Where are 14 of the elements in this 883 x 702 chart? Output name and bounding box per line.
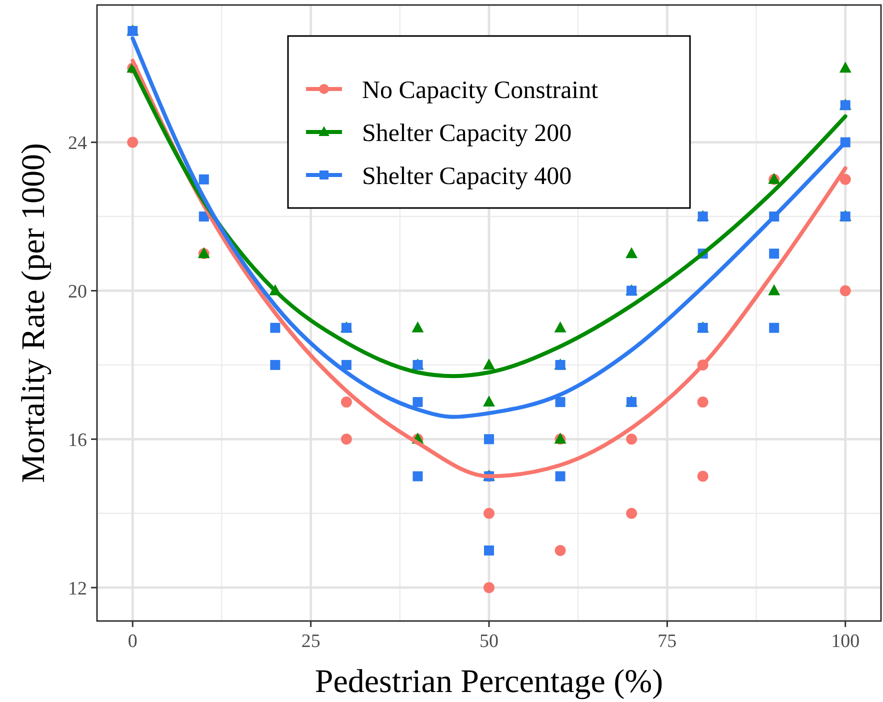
x-tick-label: 0 [128,631,138,652]
y-tick-label: 24 [68,132,88,154]
x-tick-label: 25 [301,631,320,652]
y-tick-label: 12 [68,578,87,600]
y-tick-label: 20 [68,281,87,302]
y-axis-title: Mortality Rate (per 1000) [16,143,52,483]
x-axis-title: Pedestrian Percentage (%) [314,664,664,700]
y-tick-label: 16 [68,430,87,451]
x-tick-label: 50 [480,631,498,652]
legend-label: No Capacity Constraint [362,76,598,104]
x-tick-label: 75 [658,631,677,652]
legend-label: Shelter Capacity 200 [362,120,572,147]
x-tick-label: 100 [831,631,860,652]
legend-label: Shelter Capacity 400 [362,162,572,190]
